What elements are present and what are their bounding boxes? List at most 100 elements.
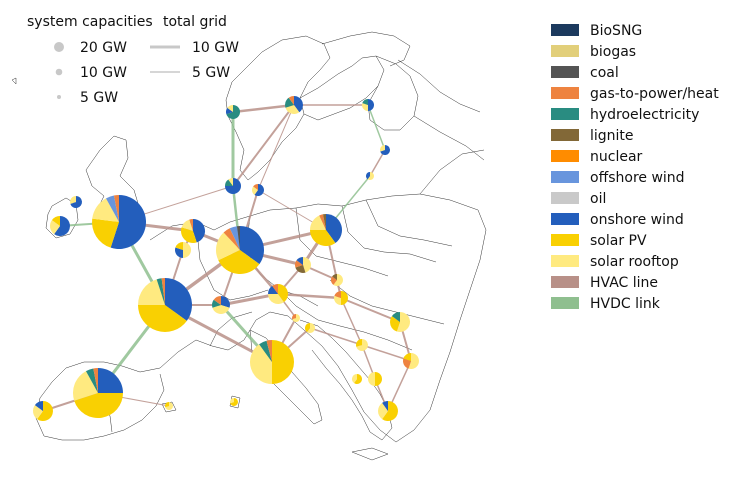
pie-slice — [156, 278, 165, 305]
capacity-marker-20gw — [54, 42, 64, 52]
legend-label: gas-to-power/heat — [590, 86, 719, 102]
capacity-pie — [33, 401, 53, 422]
pie-slice — [295, 265, 306, 273]
carrier-legend: BioSNG biogas coal gas-to-power/heat hydroel… — [551, 23, 719, 312]
legend-label: solar rooftop — [590, 254, 679, 270]
legend-swatch — [551, 192, 579, 204]
legend-label: onshore wind — [590, 212, 684, 228]
legend-label: oil — [590, 191, 606, 207]
pie-slice — [218, 250, 260, 274]
pie-slice — [138, 305, 187, 333]
pie-slice — [181, 219, 193, 231]
capacity-pie — [356, 339, 369, 352]
pie-slice — [51, 216, 60, 226]
capacity-pie — [377, 401, 398, 421]
capacity-pies — [33, 96, 419, 422]
pie-slice — [295, 260, 303, 268]
pie-slice — [98, 368, 123, 393]
capacity-pie — [366, 172, 374, 181]
pie-slice — [382, 401, 388, 411]
pie-slice — [227, 105, 233, 112]
pie-slice — [323, 214, 326, 230]
pie-slice — [294, 96, 303, 113]
grid-line — [361, 344, 412, 362]
legend-swatch — [551, 24, 579, 36]
legend-label: BioSNG — [590, 23, 642, 39]
pie-slice — [380, 145, 390, 155]
capacity-pie — [212, 296, 230, 314]
grid-line — [231, 103, 296, 114]
capacity-pie — [230, 398, 238, 406]
legend-swatch — [551, 171, 579, 183]
pie-slice — [375, 372, 382, 386]
pie-slice — [272, 284, 278, 294]
pie-slice — [212, 299, 221, 308]
pie-slice — [92, 218, 119, 248]
capacity-pie — [251, 184, 265, 196]
pie-slice — [229, 226, 240, 250]
pie-slice — [292, 314, 301, 322]
legend-label: nuclear — [590, 149, 643, 165]
legend-swatch — [551, 255, 579, 267]
pie-slice — [213, 296, 221, 305]
system-capacities-title: system capacities — [27, 14, 153, 30]
pie-slice — [254, 184, 265, 196]
pie-slice — [292, 314, 296, 320]
capacity-label-10gw: 10 GW — [80, 65, 127, 81]
pie-slice — [362, 99, 368, 105]
legend-label: HVDC link — [590, 296, 661, 312]
pie-slice — [356, 339, 369, 352]
pie-slice — [310, 215, 326, 230]
capacity-pie — [165, 402, 173, 410]
legend-swatch — [551, 129, 579, 141]
pie-slice — [189, 219, 193, 231]
legend-label: solar PV — [590, 233, 647, 249]
pie-slice — [278, 284, 289, 303]
pie-slice — [341, 291, 348, 305]
pie-slice — [165, 402, 173, 410]
pie-slice — [165, 402, 169, 408]
grid-line — [340, 297, 401, 323]
legend-swatch — [551, 108, 579, 120]
capacity-pie — [216, 226, 264, 274]
pie-slice — [165, 278, 193, 321]
capacity-pie — [268, 284, 289, 304]
capacity-marker-5gw — [57, 95, 61, 99]
pie-slice — [161, 278, 165, 305]
capacity-pie — [70, 196, 83, 208]
pie-slice — [92, 198, 119, 222]
pie-slice — [408, 353, 419, 369]
capacity-pie — [49, 216, 70, 236]
capacity-pie — [390, 312, 410, 332]
pie-slice — [334, 295, 341, 305]
pie-slice — [362, 103, 368, 111]
grid-line — [257, 104, 295, 191]
capacity-pie — [362, 99, 374, 111]
legend-swatch — [551, 297, 579, 309]
pie-slice — [352, 374, 357, 384]
legend-swatch — [551, 276, 579, 288]
pie-slice — [250, 344, 272, 384]
pie-slice — [285, 105, 300, 114]
pie-slice — [230, 398, 234, 404]
pie-slice — [309, 230, 336, 246]
pie-slice — [37, 401, 53, 422]
pie-slice — [396, 312, 410, 332]
pie-slice — [49, 220, 60, 235]
pie-slice — [93, 368, 98, 393]
pie-slice — [304, 323, 310, 333]
pie-slice — [403, 353, 411, 361]
pie-slice — [266, 340, 272, 362]
pie-slice — [34, 401, 43, 411]
pie-slice — [390, 316, 400, 332]
legend-label: biogas — [590, 44, 636, 60]
legend-label: hydroelectricity — [590, 107, 699, 123]
pie-slice — [334, 291, 341, 298]
pie-slice — [303, 257, 312, 273]
pie-slice — [402, 358, 411, 369]
pie-slice — [138, 279, 165, 305]
pie-slice — [296, 257, 303, 265]
capacity-pie — [309, 214, 342, 246]
capacity-pie — [292, 314, 301, 322]
